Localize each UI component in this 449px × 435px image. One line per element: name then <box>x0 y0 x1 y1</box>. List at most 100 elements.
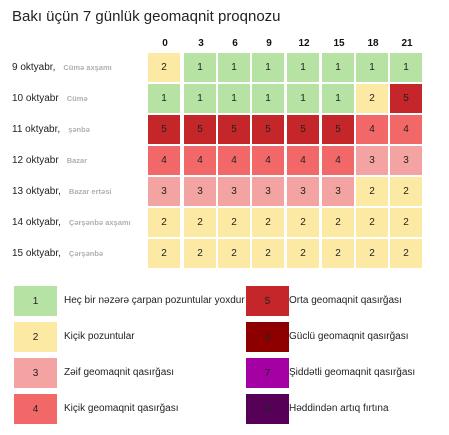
kp-cell: 3 <box>252 177 285 207</box>
legend-label: Kiçik geomaqnit qasırğası <box>64 403 179 414</box>
page-title: Bakı üçün 7 günlük geomaqnit proqnozu <box>12 8 281 25</box>
kp-cell: 1 <box>218 84 251 114</box>
kp-cell: 5 <box>184 115 217 145</box>
kp-cell: 3 <box>148 177 181 207</box>
kp-cell: 4 <box>356 115 389 145</box>
kp-cell: 1 <box>322 84 355 114</box>
kp-cell: 2 <box>148 208 181 238</box>
day-date: 11 oktyabr, <box>12 124 61 135</box>
kp-cell: 2 <box>252 208 285 238</box>
day-label: 13 oktyabr, Bazar ertəsi <box>12 186 111 197</box>
kp-cell: 3 <box>218 177 251 207</box>
kp-cell: 1 <box>184 53 217 83</box>
legend-swatch: 4 <box>14 394 57 424</box>
day-weekday: Cümə axşamı <box>63 63 112 72</box>
kp-cell: 3 <box>356 146 389 176</box>
kp-cell: 3 <box>184 177 217 207</box>
day-weekday: Çərşənbə <box>68 249 104 258</box>
legend-label: Şiddətli geomaqnit qasırğası <box>289 367 416 378</box>
kp-cell: 2 <box>356 208 389 238</box>
kp-cell: 2 <box>356 177 389 207</box>
kp-cell: 1 <box>287 53 320 83</box>
legend-label: Orta geomaqnit qasırğası <box>289 295 402 306</box>
kp-cell: 2 <box>322 239 355 269</box>
kp-cell: 4 <box>218 146 251 176</box>
kp-cell: 2 <box>184 208 217 238</box>
kp-cell: 5 <box>148 115 181 145</box>
day-date: 9 oktyabr, <box>12 62 56 73</box>
day-row: 9 oktyabr, Cümə axşamı 2 1 1 1 1 1 1 1 <box>0 53 449 83</box>
day-row: 15 oktyabr, Çərşənbə 2 2 2 2 2 2 2 2 <box>0 239 449 269</box>
kp-cell: 4 <box>252 146 285 176</box>
kp-cell: 5 <box>322 115 355 145</box>
kp-cell: 2 <box>287 239 320 269</box>
kp-cell: 5 <box>390 84 423 114</box>
day-row: 14 oktyabr, Çərşənbə axşamı 2 2 2 2 2 2 2 2 <box>0 208 449 238</box>
legend-swatch: 2 <box>14 322 57 352</box>
kp-cell: 2 <box>356 239 389 269</box>
day-date: 15 oktyabr, <box>12 248 61 259</box>
kp-cell: 3 <box>322 177 355 207</box>
kp-cell: 4 <box>390 115 423 145</box>
day-row: 11 oktyabr, şənbə 5 5 5 5 5 5 4 4 <box>0 115 449 145</box>
day-date: 13 oktyabr, <box>12 186 61 197</box>
legend-label: Güclü geomaqnit qasırğası <box>289 331 409 342</box>
hour-label: 3 <box>198 38 204 49</box>
day-label: 10 oktyabr Cümə <box>12 93 88 104</box>
hour-label: 6 <box>232 38 238 49</box>
hour-label: 9 <box>266 38 272 49</box>
day-weekday: Bazar ertəsi <box>68 187 112 196</box>
kp-cell: 2 <box>356 84 389 114</box>
kp-cell: 2 <box>148 239 181 269</box>
kp-cell: 3 <box>390 146 423 176</box>
day-date: 14 oktyabr, <box>12 217 61 228</box>
kp-cell: 1 <box>356 53 389 83</box>
kp-cell: 1 <box>184 84 217 114</box>
kp-cell: 4 <box>287 146 320 176</box>
hour-label: 15 <box>333 38 345 49</box>
day-date: 12 oktyabr <box>12 155 59 166</box>
kp-cell: 5 <box>287 115 320 145</box>
legend-swatch: 1 <box>14 286 57 316</box>
kp-cell: 1 <box>390 53 423 83</box>
kp-cell: 5 <box>218 115 251 145</box>
hour-label: 0 <box>162 38 168 49</box>
day-row: 12 oktyabr Bazar 4 4 4 4 4 4 3 3 <box>0 146 449 176</box>
kp-cell: 1 <box>322 53 355 83</box>
legend-label: Heç bir nəzərə çarpan pozuntular yoxdur <box>64 295 245 306</box>
kp-cell: 1 <box>252 53 285 83</box>
day-weekday: şənbə <box>68 125 90 134</box>
hour-label: 18 <box>367 38 379 49</box>
kp-cell: 4 <box>322 146 355 176</box>
day-label: 14 oktyabr, Çərşənbə axşamı <box>12 217 131 228</box>
kp-cell: 1 <box>218 53 251 83</box>
day-weekday: Bazar <box>66 156 88 165</box>
kp-cell: 4 <box>184 146 217 176</box>
day-label: 12 oktyabr Bazar <box>12 155 87 166</box>
legend-swatch: 3 <box>14 358 57 388</box>
kp-cell: 2 <box>390 177 423 207</box>
kp-cell: 3 <box>287 177 320 207</box>
kp-cell: 2 <box>390 239 423 269</box>
day-weekday: Cümə <box>66 94 88 103</box>
kp-cell: 2 <box>287 208 320 238</box>
kp-cell: 2 <box>218 208 251 238</box>
legend-label: Kiçik pozuntular <box>64 331 135 342</box>
kp-cell: 4 <box>148 146 181 176</box>
day-label: 9 oktyabr, Cümə axşamı <box>12 62 112 73</box>
legend-label: Həddindən artıq fırtına <box>289 403 389 414</box>
legend-label: Zəif geomaqnit qasırğası <box>64 367 175 378</box>
day-date: 10 oktyabr <box>12 93 59 104</box>
day-row: 13 oktyabr, Bazar ertəsi 3 3 3 3 3 3 2 2 <box>0 177 449 207</box>
legend-swatch: 6 <box>246 322 289 352</box>
day-row: 10 oktyabr Cümə 1 1 1 1 1 1 2 5 <box>0 84 449 114</box>
hour-header: 0 3 6 9 12 15 18 21 <box>148 38 438 52</box>
kp-cell: 5 <box>252 115 285 145</box>
day-label: 11 oktyabr, şənbə <box>12 124 90 135</box>
day-label: 15 oktyabr, Çərşənbə <box>12 248 103 259</box>
legend-swatch: 5 <box>246 286 289 316</box>
kp-cell: 2 <box>184 239 217 269</box>
hour-label: 21 <box>401 38 413 49</box>
kp-cell: 2 <box>252 239 285 269</box>
kp-cell: 2 <box>148 53 181 83</box>
